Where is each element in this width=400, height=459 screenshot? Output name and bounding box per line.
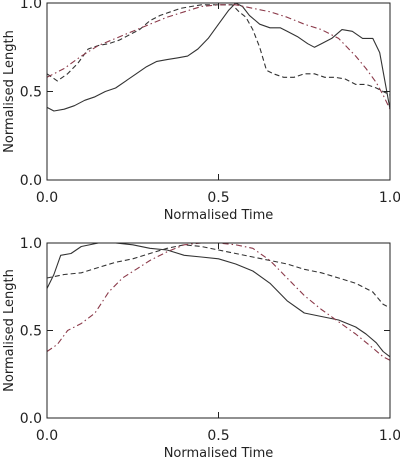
y-tick-label: 0.0 xyxy=(20,173,42,189)
x-tick-label: 0.0 xyxy=(36,428,58,444)
chart-panel-top: 0.0 0.5 1.0 0.0 0.5 1.0 Normalised Time Normali… xyxy=(2,0,400,223)
series-line-solid xyxy=(46,242,391,358)
x-tick-label: 0.5 xyxy=(207,428,229,444)
series-line-dash-dot xyxy=(46,242,391,361)
x-tick-label: 1.0 xyxy=(379,190,400,206)
y-axis-label: Normalised Length xyxy=(2,269,17,392)
y-tick-label: 1.0 xyxy=(20,236,42,252)
plot-frame xyxy=(46,242,391,419)
y-tick-label: 0.5 xyxy=(20,324,42,340)
y-axis-label: Normalised Length xyxy=(2,30,17,153)
plot-frame xyxy=(46,2,391,181)
y-tick-label: 0.5 xyxy=(20,85,42,101)
y-tick-label: 0.0 xyxy=(20,411,42,427)
series-line-dashed xyxy=(46,244,391,309)
x-tick-label: 1.0 xyxy=(379,428,400,444)
x-axis-label: Normalised Time xyxy=(164,446,274,459)
x-tick-label: 0.5 xyxy=(207,190,229,206)
chart-panel-bottom: 0.0 0.5 1.0 0.0 0.5 1.0 Normalised Time Normali… xyxy=(2,236,400,459)
series-line-dash-dot xyxy=(46,4,391,110)
x-axis-label: Normalised Time xyxy=(164,208,274,223)
series-line-dashed xyxy=(46,4,391,96)
x-tick-label: 0.0 xyxy=(36,190,58,206)
y-tick-label: 1.0 xyxy=(20,0,42,12)
series-line-solid xyxy=(46,2,391,112)
